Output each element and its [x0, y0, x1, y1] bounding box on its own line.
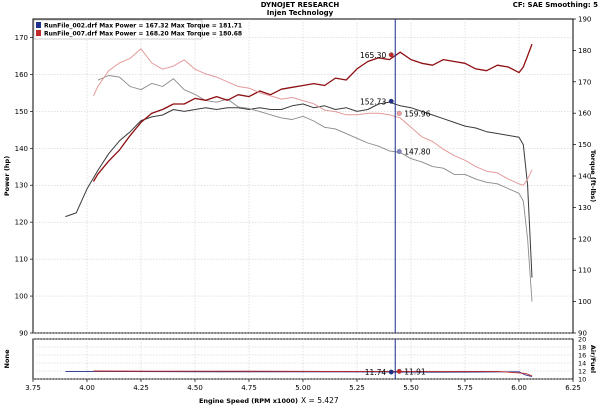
afr-tick-label: 10	[578, 376, 586, 384]
run002-power-line	[65, 101, 533, 278]
chart-subtitle: Injen Technology	[267, 9, 334, 17]
y-left-tick-label: 120	[15, 219, 28, 227]
cursor-value-label: 159.96	[404, 109, 430, 118]
x-tick-label: 4.00	[79, 384, 95, 392]
settings-label: CF: SAE Smoothing: 5	[513, 1, 598, 9]
afr-tick-label: 14	[578, 360, 586, 368]
x-tick-label: 5.75	[457, 384, 473, 392]
y-left-tick-label: 130	[15, 182, 28, 190]
x-tick-label: 4.50	[187, 384, 203, 392]
x-tick-label: 5.25	[349, 384, 365, 392]
x-tick-label: 5.00	[295, 384, 311, 392]
x-tick-label: 6.25	[565, 384, 581, 392]
afr-tick-label: 12	[578, 368, 586, 376]
x-tick-label: 6.00	[511, 384, 527, 392]
x-axis-label: Engine Speed (RPM x1000)	[199, 397, 298, 405]
y-right-tick-label: 140	[578, 173, 591, 181]
run007-torque-line	[93, 48, 533, 186]
x-tick-label: 5.50	[403, 384, 419, 392]
legend: RunFile_002.drf Max Power = 167.32 Max T…	[33, 19, 242, 40]
cursor-marker-run007	[396, 368, 402, 374]
cursor-marker-run002	[396, 149, 402, 154]
afr-tick-label: 20	[578, 336, 586, 344]
x-tick-label: 3.75	[25, 384, 41, 392]
cursor-markers: 165.30 159.96 152.73 147.80 11.74 11.91	[360, 51, 431, 377]
y-right-tick-label: 190	[578, 16, 591, 24]
cursor-value-label: 11.74	[365, 368, 387, 377]
x-tick-label: 4.75	[241, 384, 257, 392]
y-axis-right-label: Torque (ft-lbs)	[589, 150, 597, 203]
y-right-tick-label: 150	[578, 141, 591, 149]
y-left-tick-label: 90	[19, 330, 28, 338]
legend-box	[33, 19, 203, 40]
y-axis-left-label: Power (hp)	[3, 156, 11, 196]
y-right-tick-label: 120	[578, 235, 591, 243]
y-right-tick-label: 180	[578, 47, 591, 55]
x-tick-label: 4.25	[133, 384, 149, 392]
cursor-value-label: 152.73	[360, 97, 386, 106]
axis-ticks: 3.75 4.00 4.25 4.50 4.75 5.00 5.25 5.50 5.75 6.00…	[15, 16, 592, 393]
afr-left-label: None	[3, 349, 11, 369]
cursor-value-label: 11.91	[404, 367, 426, 376]
y-left-tick-label: 170	[15, 34, 28, 42]
y-right-tick-label: 130	[578, 204, 591, 212]
chart-title: DYNOJET RESEARCH	[261, 1, 340, 9]
legend-entry-run007: RunFile_007.drf Max Power = 168.20 Max T…	[44, 31, 242, 38]
y-left-tick-label: 160	[15, 71, 28, 79]
cursor-marker-run007	[396, 110, 402, 116]
y-right-tick-label: 90	[578, 330, 587, 338]
y-left-tick-label: 100	[15, 293, 28, 301]
legend-swatch-run002	[36, 22, 41, 28]
cursor-readout: X = 5.427	[301, 396, 339, 405]
afr-tick-label: 18	[578, 344, 586, 352]
y-right-tick-label: 110	[578, 267, 591, 275]
y-left-tick-label: 150	[15, 108, 28, 116]
cursor-marker-run007	[388, 52, 394, 58]
legend-entry-run002: RunFile_002.drf Max Power = 167.32 Max T…	[44, 23, 242, 30]
run007-power-line	[92, 43, 533, 182]
cursor-marker-run002	[388, 369, 394, 375]
y-left-tick-label: 140	[15, 145, 28, 153]
y-right-tick-label: 170	[578, 78, 591, 86]
y-right-tick-label: 100	[578, 298, 591, 306]
y-left-tick-label: 110	[15, 256, 28, 264]
cursor-value-label: 165.30	[360, 51, 386, 60]
afr-tick-label: 16	[578, 352, 586, 360]
run002-torque-line	[97, 75, 533, 302]
cursor-marker-run002	[388, 98, 394, 104]
cursor-value-label: 147.80	[404, 148, 430, 157]
legend-swatch-run007	[36, 30, 41, 36]
y-right-tick-label: 160	[578, 110, 591, 118]
afr-right-label: Air/Fuel	[589, 345, 597, 373]
